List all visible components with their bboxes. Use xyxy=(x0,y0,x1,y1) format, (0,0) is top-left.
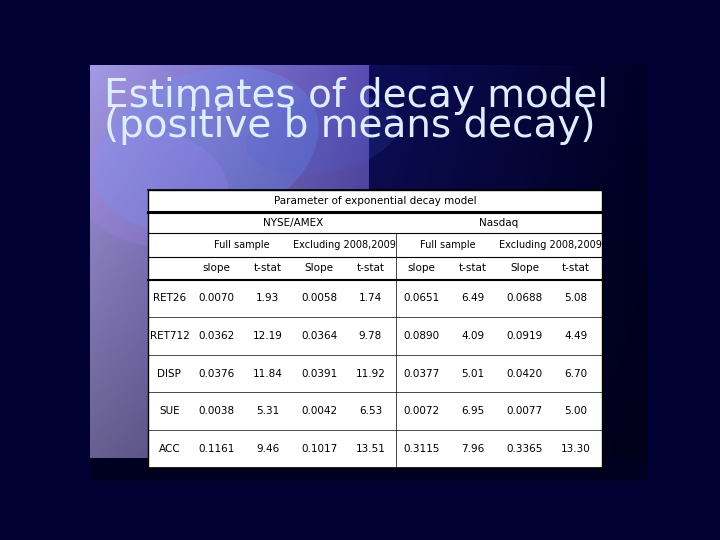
Text: 0.0042: 0.0042 xyxy=(301,406,337,416)
Text: 0.1017: 0.1017 xyxy=(301,444,337,454)
Text: 0.0688: 0.0688 xyxy=(506,293,543,303)
Text: Full sample: Full sample xyxy=(420,240,475,250)
Text: 4.49: 4.49 xyxy=(564,331,588,341)
Text: Nasdaq: Nasdaq xyxy=(480,218,518,228)
Text: 0.0362: 0.0362 xyxy=(198,331,235,341)
Text: ACC: ACC xyxy=(158,444,180,454)
Text: t-stat: t-stat xyxy=(253,263,282,273)
Text: 5.00: 5.00 xyxy=(564,406,588,416)
Text: 9.78: 9.78 xyxy=(359,331,382,341)
Ellipse shape xyxy=(94,67,319,232)
Ellipse shape xyxy=(246,94,399,174)
Text: 0.0376: 0.0376 xyxy=(198,369,235,379)
Text: SUE: SUE xyxy=(159,406,180,416)
Text: 11.92: 11.92 xyxy=(356,369,385,379)
Text: 0.1161: 0.1161 xyxy=(198,444,235,454)
Text: t-stat: t-stat xyxy=(459,263,487,273)
Text: 6.49: 6.49 xyxy=(462,293,485,303)
Text: 13.30: 13.30 xyxy=(561,444,590,454)
Text: 6.53: 6.53 xyxy=(359,406,382,416)
Text: 12.19: 12.19 xyxy=(253,331,283,341)
Text: 0.0072: 0.0072 xyxy=(404,406,440,416)
Text: 6.95: 6.95 xyxy=(462,406,485,416)
Text: Estimates of decay model: Estimates of decay model xyxy=(104,77,608,114)
Text: 0.0919: 0.0919 xyxy=(506,331,543,341)
Text: 0.3115: 0.3115 xyxy=(404,444,440,454)
Text: 0.0364: 0.0364 xyxy=(301,331,337,341)
Text: 11.84: 11.84 xyxy=(253,369,283,379)
Text: Slope: Slope xyxy=(305,263,333,273)
Text: Excluding 2008,2009: Excluding 2008,2009 xyxy=(499,240,602,250)
Text: 0.0077: 0.0077 xyxy=(506,406,543,416)
Text: 13.51: 13.51 xyxy=(356,444,385,454)
Text: 0.0038: 0.0038 xyxy=(198,406,235,416)
Text: 0.0420: 0.0420 xyxy=(506,369,543,379)
Text: t-stat: t-stat xyxy=(356,263,384,273)
Text: 6.70: 6.70 xyxy=(564,369,588,379)
Text: 1.74: 1.74 xyxy=(359,293,382,303)
Text: NYSE/AMEX: NYSE/AMEX xyxy=(264,218,323,228)
Text: slope: slope xyxy=(202,263,230,273)
Text: 0.0890: 0.0890 xyxy=(404,331,440,341)
Text: (positive b means decay): (positive b means decay) xyxy=(104,107,595,145)
Text: 0.0070: 0.0070 xyxy=(199,293,235,303)
Text: 0.0651: 0.0651 xyxy=(404,293,440,303)
Text: 5.01: 5.01 xyxy=(462,369,485,379)
Text: slope: slope xyxy=(408,263,436,273)
Text: 0.3365: 0.3365 xyxy=(506,444,543,454)
Text: DISP: DISP xyxy=(158,369,181,379)
Text: 5.31: 5.31 xyxy=(256,406,279,416)
Text: RET26: RET26 xyxy=(153,293,186,303)
Text: 4.09: 4.09 xyxy=(462,331,485,341)
Text: RET712: RET712 xyxy=(150,331,189,341)
Text: t-stat: t-stat xyxy=(562,263,590,273)
Text: 5.08: 5.08 xyxy=(564,293,588,303)
Text: 9.46: 9.46 xyxy=(256,444,279,454)
Text: 0.0377: 0.0377 xyxy=(404,369,440,379)
Text: 7.96: 7.96 xyxy=(462,444,485,454)
Text: 0.0058: 0.0058 xyxy=(301,293,337,303)
Text: Slope: Slope xyxy=(510,263,539,273)
Bar xyxy=(90,457,648,481)
Text: Excluding 2008,2009: Excluding 2008,2009 xyxy=(293,240,396,250)
Text: 0.0391: 0.0391 xyxy=(301,369,337,379)
Text: Parameter of exponential decay model: Parameter of exponential decay model xyxy=(274,196,476,206)
Bar xyxy=(148,190,601,468)
Text: 1.93: 1.93 xyxy=(256,293,279,303)
Text: Full sample: Full sample xyxy=(215,240,270,250)
Ellipse shape xyxy=(75,130,229,246)
